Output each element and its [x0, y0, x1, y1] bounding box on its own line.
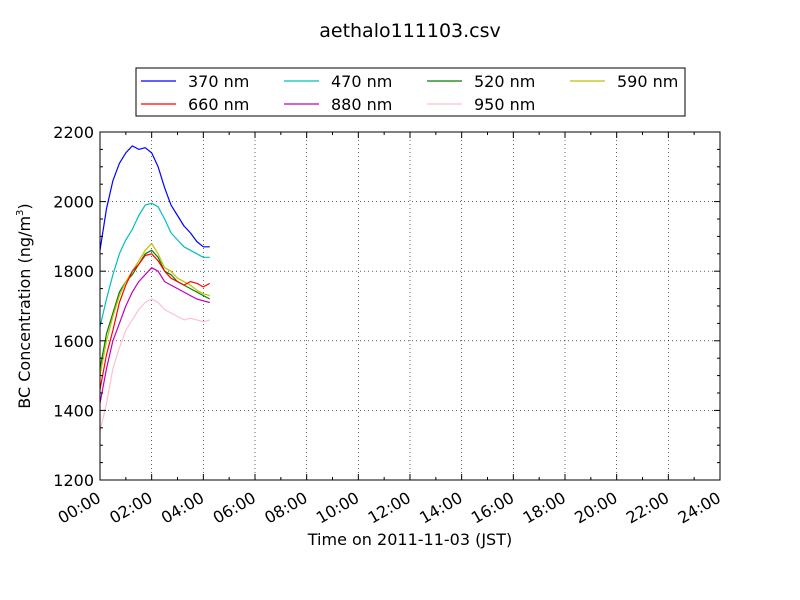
series-layer — [99, 145, 211, 432]
y-tick-label: 2000 — [53, 193, 94, 212]
y-axis-label-main: BC Concentration (ng/m — [15, 216, 34, 409]
axis-ticks — [99, 131, 721, 481]
series-line-880-nm — [99, 267, 210, 404]
y-tick-labels: 1200 1400 1600 1800 2000 2200 — [53, 123, 94, 490]
y-axis-label: BC Concentration (ng/m3) — [15, 203, 34, 408]
legend-label: 880 nm — [331, 95, 392, 114]
y-tick-label: 1800 — [53, 262, 94, 281]
legend-label: 660 nm — [188, 95, 249, 114]
y-tick-label: 1200 — [53, 471, 94, 490]
y-tick-label: 1400 — [53, 401, 94, 420]
chart-title: aethalo111103.csv — [319, 20, 501, 42]
series-line-590-nm — [99, 242, 210, 376]
legend-box — [135, 67, 686, 117]
y-tick-label: 1600 — [53, 332, 94, 351]
legend-label: 950 nm — [474, 95, 535, 114]
plot-area — [99, 131, 721, 481]
legend-label: 520 nm — [474, 72, 535, 91]
legend-label: 590 nm — [617, 72, 678, 91]
series-line-470-nm — [99, 202, 210, 328]
plot-background — [100, 132, 720, 480]
legend-label: 370 nm — [188, 72, 249, 91]
x-axis-label: Time on 2011-11-03 (JST) — [307, 530, 512, 549]
grid-lines — [100, 132, 720, 480]
series-line-950-nm — [99, 298, 210, 432]
series-line-370-nm — [99, 145, 210, 251]
legend-label: 470 nm — [331, 72, 392, 91]
y-axis-label-superscript: 3 — [15, 210, 26, 216]
y-axis-label-close: ) — [15, 203, 34, 209]
series-line-660-nm — [99, 253, 211, 390]
y-tick-label: 2200 — [53, 123, 94, 142]
legend: 370 nm 470 nm 520 nm 590 nm 660 nm 880 nm 950 … — [135, 67, 686, 117]
series-line-520-nm — [99, 249, 211, 369]
